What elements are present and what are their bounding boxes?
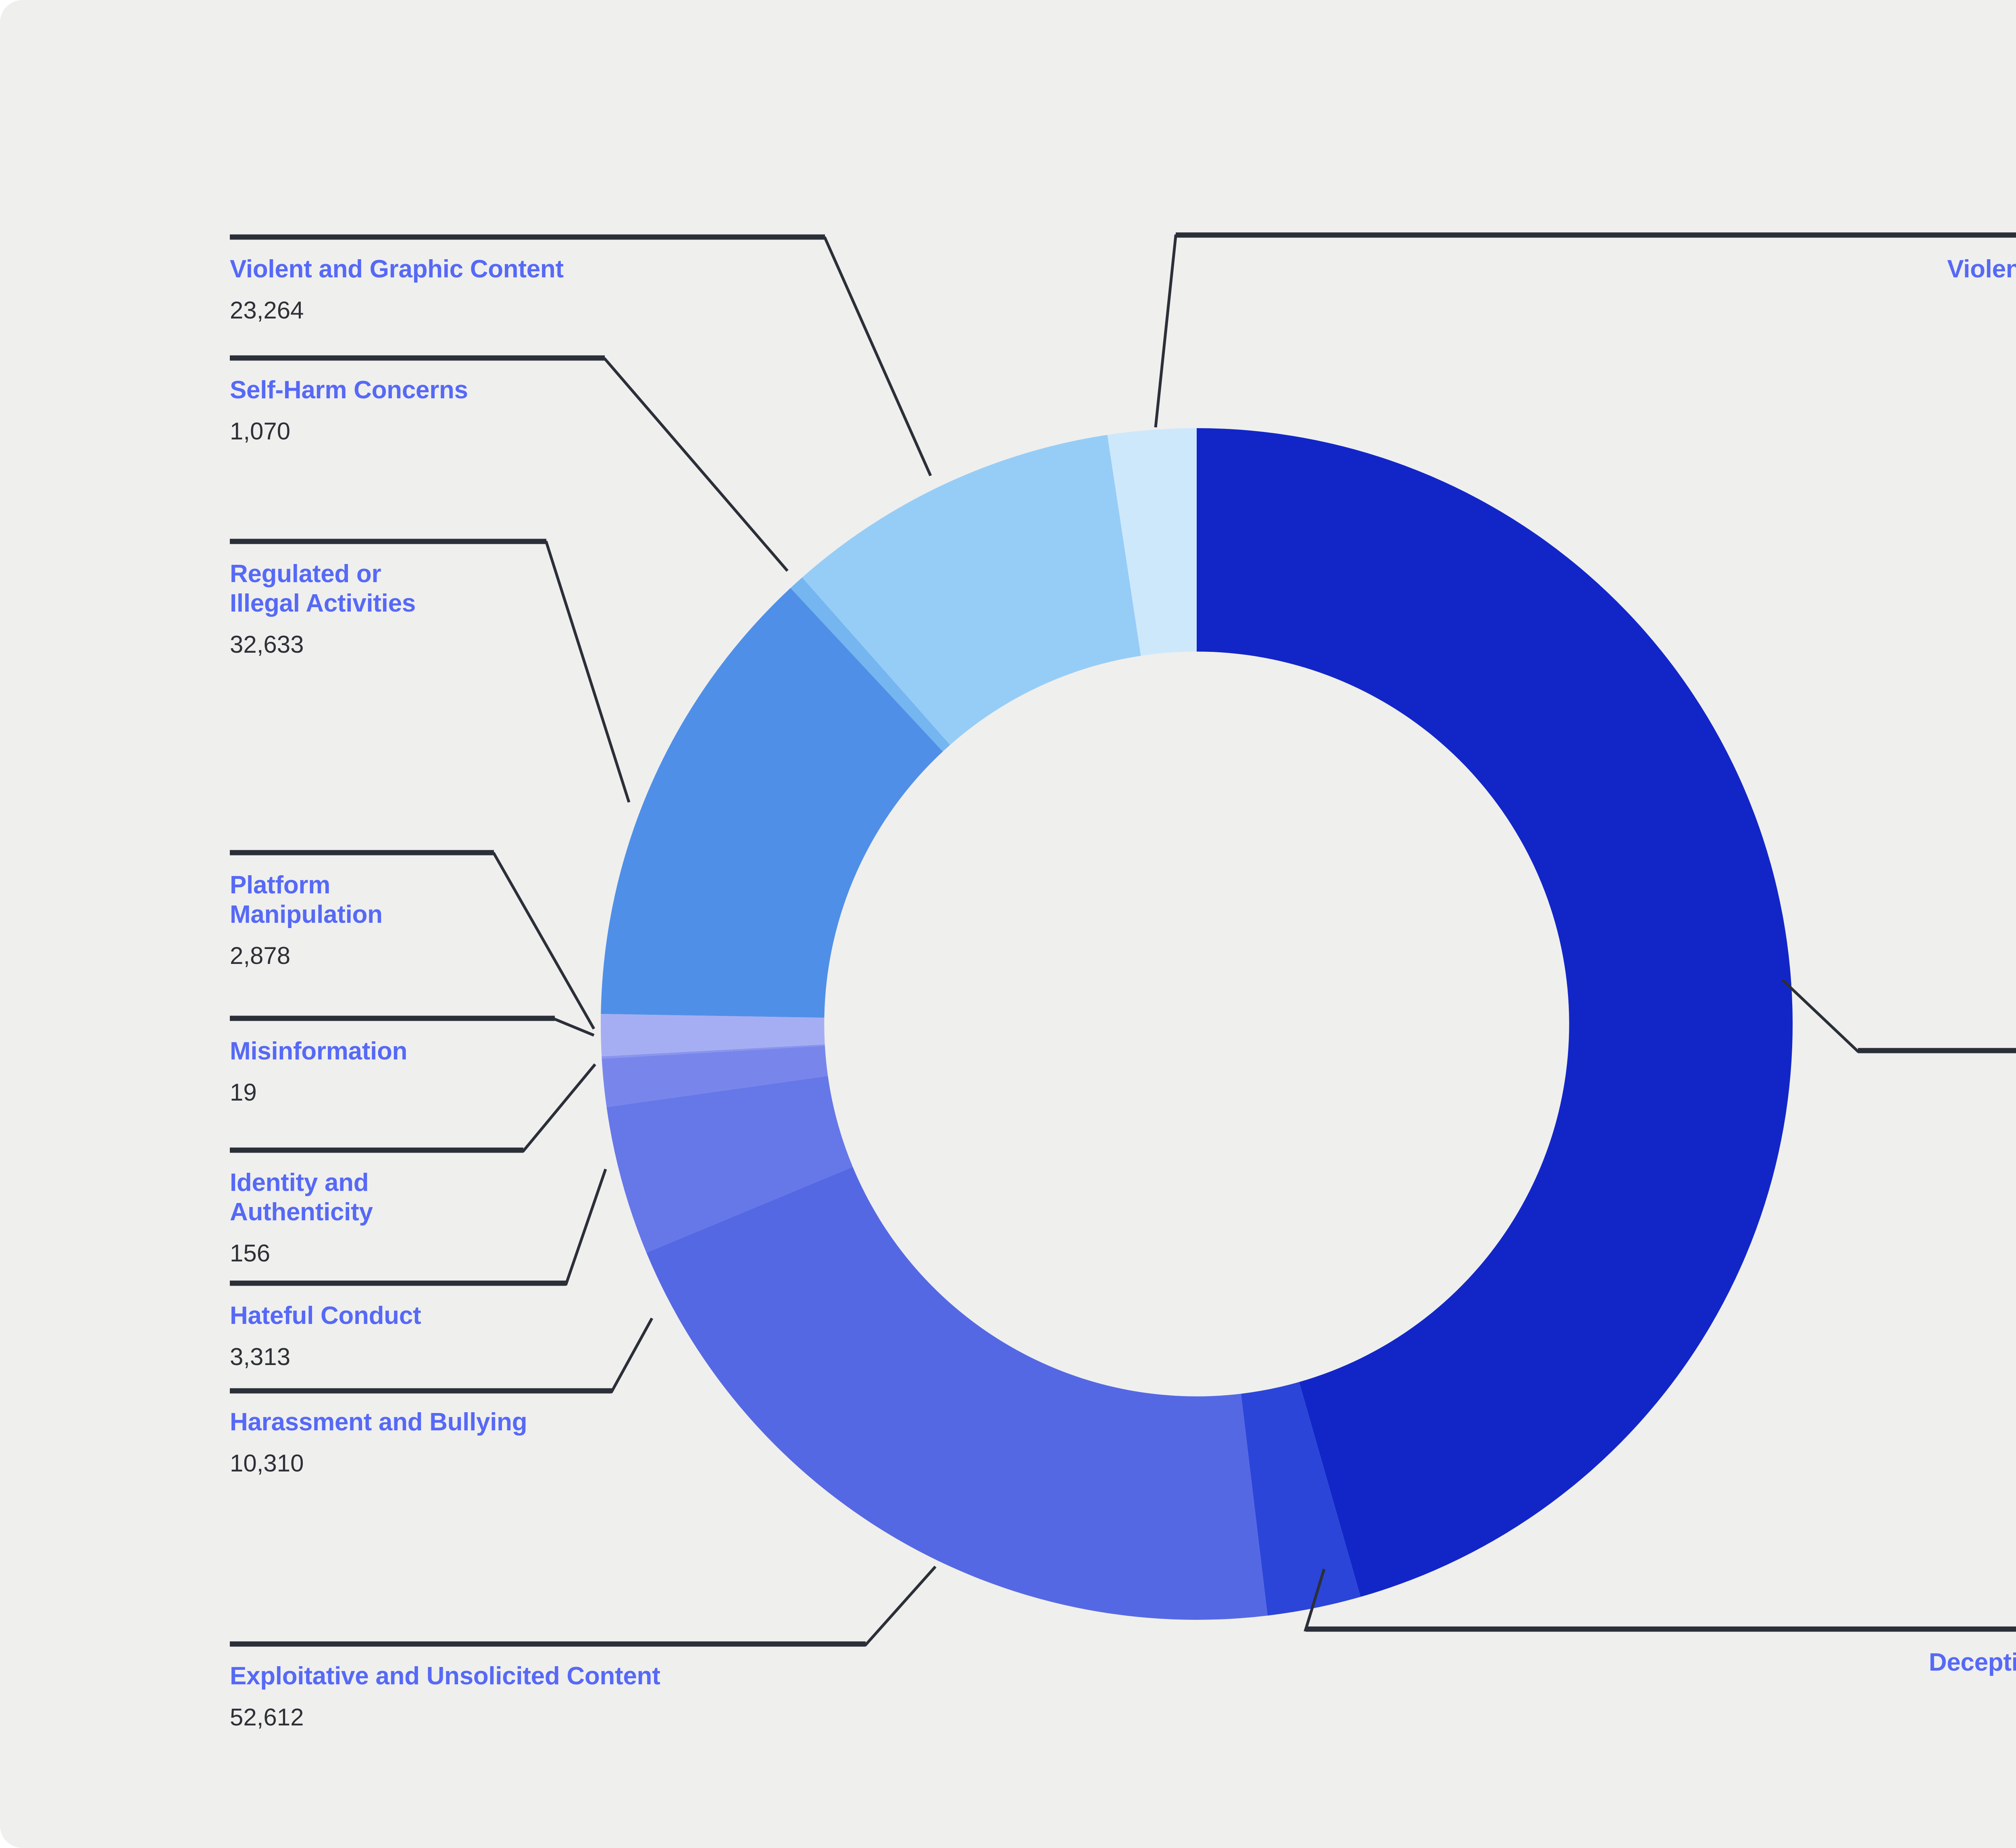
callout-value: 156: [230, 1240, 271, 1267]
callout-value: 3,313: [230, 1343, 291, 1370]
leader-lines: [230, 232, 2016, 1647]
callout-exploitative-unsolicited-content: Exploitative and Unsolicited Content 52,…: [230, 1654, 660, 1740]
callout-title: Platform Manipulation: [230, 871, 383, 929]
callout-violent-extremism: Violent Extremism 6,109: [1947, 247, 2016, 333]
callout-value: 52,612: [230, 1703, 304, 1731]
donut-slice[interactable]: [606, 1076, 853, 1253]
donut-slice[interactable]: [802, 435, 1141, 745]
leader-line-violent-extremism: [1154, 234, 2016, 428]
callout-title: Violent and Graphic Content: [230, 255, 564, 283]
donut-slice[interactable]: [1107, 428, 1197, 656]
callout-identity-authenticity: Identity and Authenticity 156: [230, 1160, 373, 1276]
donut-slice[interactable]: [602, 1044, 825, 1059]
callout-value: 2,878: [230, 942, 291, 970]
donut-slice[interactable]: [602, 1045, 828, 1107]
callout-value: 19: [230, 1078, 257, 1106]
callout-harassment-bullying: Harassment and Bullying 10,310: [230, 1400, 527, 1486]
callout-value: 23,264: [230, 296, 304, 324]
donut-slice[interactable]: [600, 1013, 825, 1056]
callout-value: 6,109: [1947, 296, 2016, 325]
callout-deceptive-practices: Deceptive Practices 6,470: [1929, 1640, 2016, 1726]
donut-slice[interactable]: [1197, 428, 1793, 1597]
donut-slices: [600, 428, 1793, 1620]
callout-title: Deceptive Practices: [1929, 1648, 2016, 1676]
callout-title: Regulated or Illegal Activities: [230, 560, 416, 618]
callout-title: Identity and Authenticity: [230, 1168, 373, 1226]
donut-slice[interactable]: [601, 588, 943, 1018]
callout-platform-manipulation: Platform Manipulation 2,878: [230, 863, 383, 978]
callout-title: Hateful Conduct: [230, 1301, 421, 1330]
donut-slice[interactable]: [1241, 1382, 1361, 1616]
callout-title: Self-Harm Concerns: [230, 376, 468, 404]
callout-value: 6,470: [1929, 1690, 2016, 1718]
callout-value: 10,310: [230, 1449, 304, 1477]
callout-value: 1,070: [230, 417, 291, 445]
callout-title: Violent Extremism: [1947, 255, 2016, 283]
donut-slice[interactable]: [646, 1167, 1268, 1620]
callout-violent-graphic-content: Violent and Graphic Content 23,264: [230, 247, 564, 333]
callout-hateful-conduct: Hateful Conduct 3,313: [230, 1293, 421, 1379]
callout-self-harm-concerns: Self-Harm Concerns 1,070: [230, 368, 468, 454]
donut-slice[interactable]: [790, 577, 950, 752]
callout-misinformation: Misinformation 19: [230, 1029, 407, 1115]
callout-regulated-illegal-activities: Regulated or Illegal Activities 32,633: [230, 551, 416, 667]
callout-title: Harassment and Bullying: [230, 1408, 527, 1436]
leader-line-child-safety: [1781, 978, 2016, 1053]
callout-value: 32,633: [230, 631, 304, 658]
leader-line-exploitative-unsolicited: [230, 1565, 937, 1646]
donut-slice[interactable]: [602, 1044, 825, 1057]
callout-title: Exploitative and Unsolicited Content: [230, 1662, 660, 1690]
callout-title: Misinformation: [230, 1037, 408, 1065]
